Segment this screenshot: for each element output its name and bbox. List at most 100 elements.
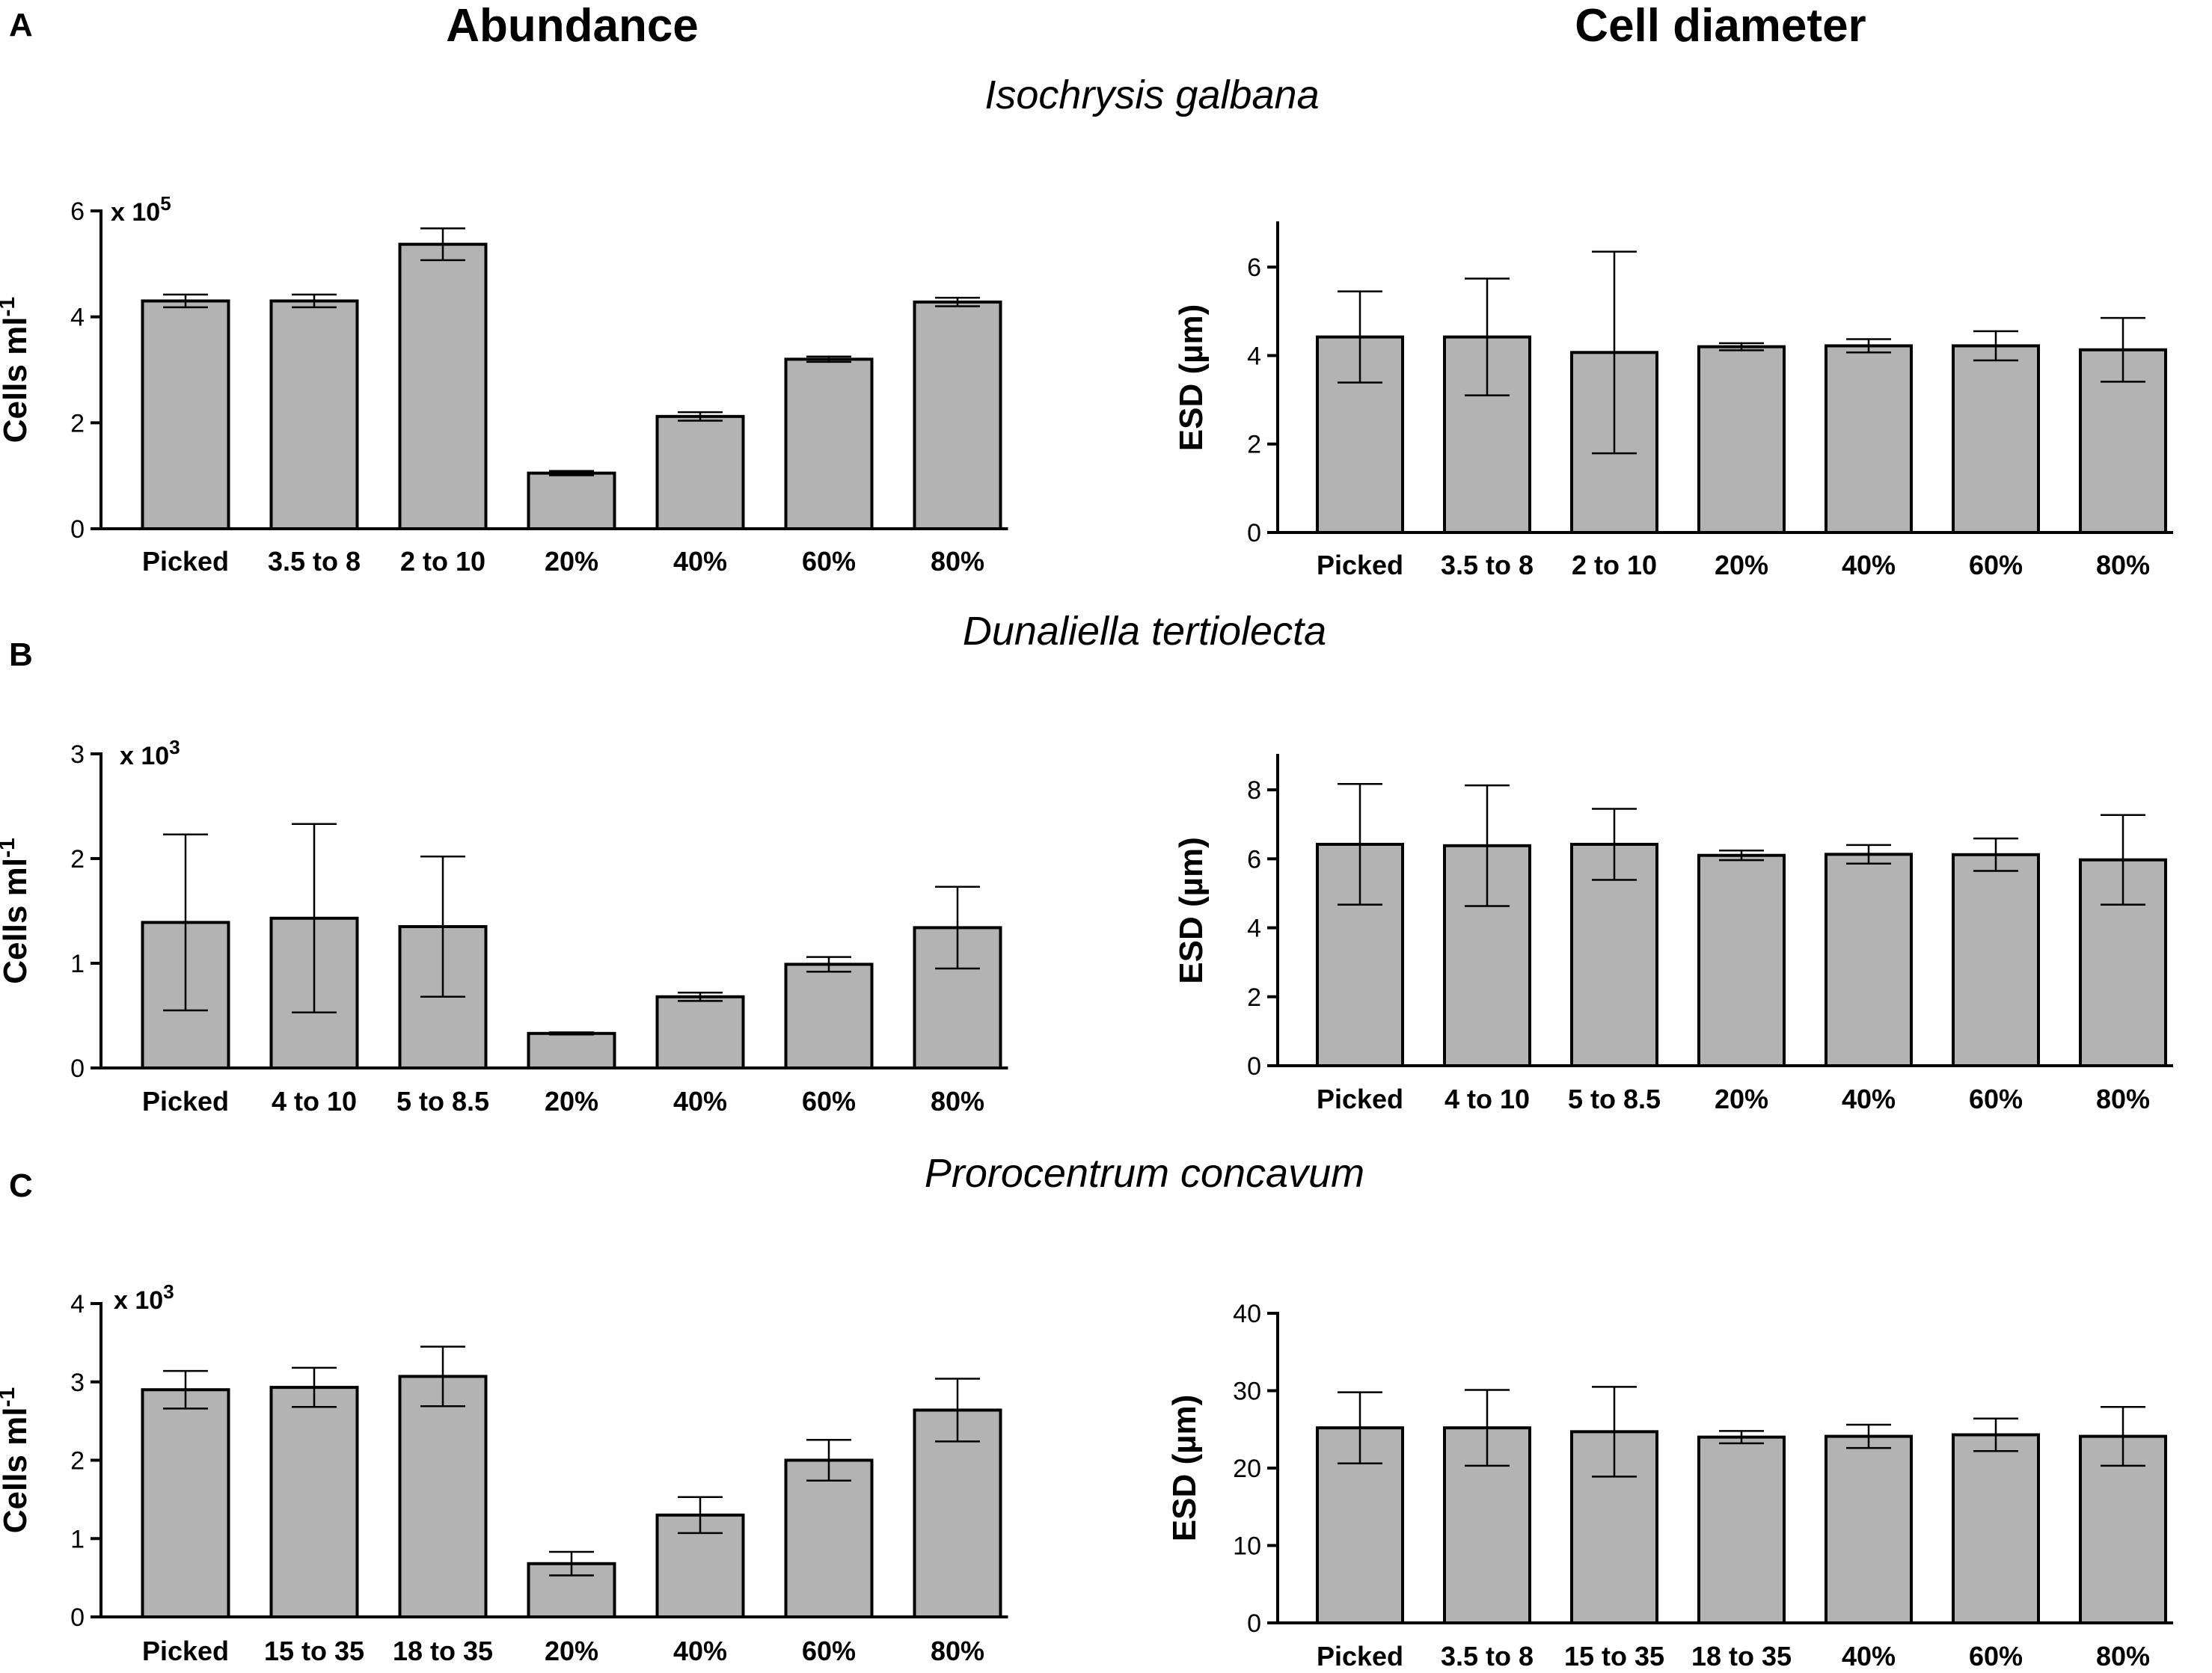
chart-A-diameter: 0 2 4 6 Picked 3.5 to 8 2 to 10 20% 40% 60% 80% ESD… xyxy=(1173,221,2173,580)
category-label: Picked xyxy=(1317,1641,1403,1672)
y-tick-label: 20 xyxy=(1233,1455,1261,1483)
y-axis-title-superscript: -1 xyxy=(0,838,19,858)
category-label: 80% xyxy=(2096,1084,2150,1114)
y-tick-label: 0 xyxy=(1247,519,1261,547)
y-axis-title-superscript: -1 xyxy=(0,297,19,317)
y-axis-title: ESD (µm) xyxy=(1173,837,1210,983)
category-label: 40% xyxy=(1842,550,1896,580)
bar xyxy=(655,414,745,530)
y-tick-label: 1 xyxy=(70,1525,85,1553)
bar xyxy=(784,963,874,1070)
y-axis-title: ESD (µm) xyxy=(1173,304,1210,451)
species-title-b: Dunaliella tertiolecta xyxy=(963,609,1326,654)
category-label: 15 to 35 xyxy=(1564,1641,1664,1672)
category-label: Picked xyxy=(142,546,229,577)
y-tick-label: 8 xyxy=(1247,776,1261,805)
category-label: 18 to 35 xyxy=(1691,1641,1792,1672)
y-axis-title: Cells ml-1 xyxy=(0,838,34,983)
category-label: 20% xyxy=(545,546,598,577)
category-label: 40% xyxy=(1842,1084,1896,1114)
bar xyxy=(141,299,230,530)
y-tick-label: 4 xyxy=(70,304,85,332)
y-tick-label: 6 xyxy=(70,197,85,226)
category-label: 3.5 to 8 xyxy=(268,546,361,577)
bar xyxy=(1316,335,1404,534)
category-label: 80% xyxy=(931,1086,984,1117)
y-tick-label: 3 xyxy=(70,1369,85,1397)
species-title-c: Prorocentrum concavum xyxy=(925,1151,1364,1196)
y-tick-label: 4 xyxy=(1247,342,1261,370)
bar xyxy=(1952,1433,2040,1624)
category-label: Picked xyxy=(1317,1084,1403,1114)
bar xyxy=(1697,1435,1786,1624)
bar xyxy=(1443,335,1531,534)
category-label: 20% xyxy=(1715,1084,1768,1114)
y-tick-label: 0 xyxy=(1247,1052,1261,1081)
bar xyxy=(1825,1434,1913,1624)
category-label: 80% xyxy=(2096,550,2150,580)
chart-C-diameter: 0 10 20 30 40 Picked 3.5 to 8 15 to 35 18 to 35 4… xyxy=(1166,1300,2173,1672)
category-label: 4 to 10 xyxy=(1444,1084,1530,1114)
bar xyxy=(1952,853,2040,1068)
y-tick-label: 1 xyxy=(70,950,85,978)
category-label: 80% xyxy=(931,1636,984,1666)
category-label: 60% xyxy=(802,546,856,577)
species-title-a: Isochrysis galbana xyxy=(984,73,1319,117)
y-tick-label: 4 xyxy=(70,1290,85,1319)
panel-letter-b: B xyxy=(9,636,33,673)
bar xyxy=(913,300,1002,530)
y-tick-label: 0 xyxy=(70,1055,85,1083)
y-tick-label: 6 xyxy=(1247,254,1261,282)
category-label: 40% xyxy=(673,1636,727,1666)
abundance-column-title: Abundance xyxy=(446,0,699,52)
axis-multiplier: x 103 xyxy=(120,736,180,770)
axis-multiplier: x 103 xyxy=(114,1280,174,1315)
axis-multiplier: x 105 xyxy=(111,192,171,227)
y-tick-label: 10 xyxy=(1233,1532,1261,1561)
category-label: 15 to 35 xyxy=(264,1636,364,1666)
panel-letter-c: C xyxy=(9,1167,33,1204)
category-label: 20% xyxy=(1715,550,1768,580)
category-label: 20% xyxy=(545,1086,598,1117)
bar xyxy=(784,357,874,531)
panel-letter-a: A xyxy=(9,7,33,43)
category-label: 40% xyxy=(1842,1641,1896,1672)
y-axis-title: ESD (µm) xyxy=(1166,1395,1203,1541)
y-tick-label: 3 xyxy=(70,740,85,769)
category-label: 40% xyxy=(673,546,727,577)
category-label: Picked xyxy=(142,1636,229,1666)
chart-B-abundance: 0 1 2 3 Picked 4 to 10 5 to 8.5 20% 40% 60% 80% Cel… xyxy=(0,736,1008,1117)
category-label: 60% xyxy=(802,1086,856,1117)
y-tick-label: 30 xyxy=(1233,1378,1261,1406)
bar xyxy=(398,242,488,530)
y-axis-title-superscript: -1 xyxy=(0,1387,19,1408)
bar xyxy=(784,1458,874,1618)
axis-multiplier-exponent: 3 xyxy=(163,1280,174,1303)
y-tick-label: 2 xyxy=(70,1447,85,1476)
bar xyxy=(398,1375,488,1618)
category-label: 18 to 35 xyxy=(393,1636,493,1666)
category-label: 3.5 to 8 xyxy=(1441,1641,1534,1672)
y-axis-title: Cells ml-1 xyxy=(0,297,34,443)
chart-B-diameter: 0 2 4 6 8 Picked 4 to 10 5 to 8.5 20% 40% 60% 80% ES… xyxy=(1173,754,2173,1114)
chart-A-abundance: 0 2 4 6 Picked 3.5 to 8 2 to 10 20% 40% 60% 80% Cel… xyxy=(0,192,1008,577)
chart-grid: 0 2 4 6 Picked 3.5 to 8 2 to 10 20% 40% 60% 80% Cel… xyxy=(0,192,2173,1672)
bar xyxy=(655,995,745,1070)
bar xyxy=(1570,842,1658,1067)
category-label: 60% xyxy=(1969,1084,2023,1114)
category-label: Picked xyxy=(1317,550,1403,580)
bar xyxy=(1697,853,1786,1067)
category-label: 20% xyxy=(545,1636,598,1666)
category-label: 5 to 8.5 xyxy=(396,1086,489,1117)
y-tick-label: 0 xyxy=(70,1603,85,1632)
bar xyxy=(2079,1434,2167,1624)
y-tick-label: 40 xyxy=(1233,1300,1261,1328)
category-label: 60% xyxy=(802,1636,856,1666)
category-label: 80% xyxy=(2096,1641,2150,1672)
bar xyxy=(527,471,616,530)
category-label: 80% xyxy=(931,546,984,577)
y-tick-label: 2 xyxy=(70,409,85,438)
axis-multiplier-exponent: 3 xyxy=(169,736,180,758)
bar xyxy=(1952,344,2040,534)
